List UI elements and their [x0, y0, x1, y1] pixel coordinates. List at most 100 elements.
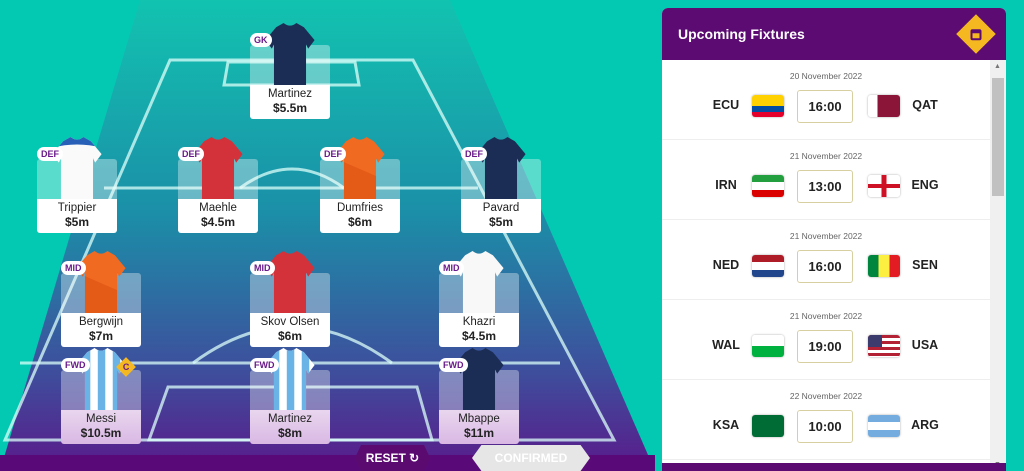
player-price: $4.5m — [200, 215, 236, 229]
scrollbar[interactable]: ▲ ▼ — [990, 60, 1006, 471]
panel-header: Upcoming Fixtures — [662, 8, 1006, 60]
scrollbar-thumb[interactable] — [992, 78, 1004, 196]
player-name: Maehle — [199, 202, 237, 214]
player-price: $6m — [277, 329, 303, 343]
jersey-icon — [335, 137, 385, 199]
away-team: SEN — [912, 258, 938, 272]
player-name: Mbappe — [458, 413, 500, 425]
kickoff-time: 10:00 — [797, 410, 853, 443]
fixture-row[interactable]: 21 November 2022 NED 16:00 SEN — [662, 220, 990, 300]
away-team: USA — [911, 338, 939, 352]
player-label: Martinez $5.5m — [250, 85, 330, 119]
player-label: Pavard $5m — [461, 199, 541, 233]
player-price: $8m — [277, 426, 303, 440]
jersey-icon — [76, 251, 126, 313]
fixture-row[interactable]: 22 November 2022 KSA 10:00 ARG — [662, 380, 990, 460]
player-name: Martinez — [267, 88, 313, 100]
player-label: Trippier $5m — [37, 199, 117, 233]
home-team: WAL — [712, 338, 740, 352]
player-price: $4.5m — [461, 329, 497, 343]
position-badge: GK — [250, 33, 272, 47]
fixture-date: 21 November 2022 — [789, 311, 863, 321]
fixture-row[interactable]: 21 November 2022 WAL 19:00 USA — [662, 300, 990, 380]
kickoff-time: 13:00 — [797, 170, 853, 203]
home-flag-icon — [752, 415, 784, 437]
position-badge: DEF — [320, 147, 346, 161]
fixture-row[interactable]: 21 November 2022 IRN 13:00 ENG — [662, 140, 990, 220]
away-flag-icon — [868, 255, 900, 277]
fixture-list: 20 November 2022 ECU 16:00 QAT 21 Novembe… — [662, 60, 990, 463]
home-flag-icon — [752, 255, 784, 277]
reset-label: RESET — [365, 451, 406, 465]
position-badge: FWD — [439, 358, 468, 372]
player-name: Dumfries — [336, 202, 383, 214]
player-name: Trippier — [57, 202, 97, 214]
player-label: Mbappe $11m — [439, 410, 519, 444]
jersey-icon — [265, 251, 315, 313]
away-team: ARG — [911, 418, 939, 432]
player-price: $6m — [347, 215, 373, 229]
confirmed-button[interactable]: CONFIRMED — [472, 445, 590, 471]
fixture-row[interactable]: 20 November 2022 ECU 16:00 QAT — [662, 60, 990, 140]
fixture-date: 20 November 2022 — [789, 71, 863, 81]
away-flag-icon — [868, 335, 900, 357]
away-team: ENG — [911, 178, 939, 192]
player-price: $10.5m — [80, 426, 122, 440]
refresh-icon: ↻ — [409, 451, 420, 465]
confirmed-label: CONFIRMED — [494, 451, 568, 465]
player-name: Skov Olsen — [260, 316, 320, 328]
player-price: $5m — [64, 215, 90, 229]
position-badge: FWD — [61, 358, 90, 372]
player-label: Skov Olsen $6m — [250, 313, 330, 347]
player-name: Messi — [85, 413, 117, 425]
kickoff-time: 16:00 — [797, 250, 853, 283]
jersey-icon — [52, 137, 102, 199]
player-price: $5m — [488, 215, 514, 229]
player-name: Khazri — [462, 316, 496, 328]
jersey-icon — [193, 137, 243, 199]
reset-button[interactable]: RESET ↻ — [355, 445, 430, 471]
position-badge: MID — [61, 261, 86, 275]
player-label: Bergwijn $7m — [61, 313, 141, 347]
position-badge: FWD — [250, 358, 279, 372]
player-label: Messi $10.5m — [61, 410, 141, 444]
position-badge: DEF — [37, 147, 63, 161]
panel-title: Upcoming Fixtures — [678, 26, 805, 42]
jersey-icon — [265, 23, 315, 85]
upcoming-fixtures-panel: Upcoming Fixtures 20 November 2022 ECU 1… — [662, 8, 1006, 471]
kickoff-time: 16:00 — [797, 90, 853, 123]
home-team: NED — [712, 258, 740, 272]
home-flag-icon — [752, 335, 784, 357]
calendar-icon[interactable] — [956, 14, 996, 54]
away-team: QAT — [912, 98, 938, 112]
player-label: Martinez $8m — [250, 410, 330, 444]
player-label: Dumfries $6m — [320, 199, 400, 233]
jersey-icon — [476, 137, 526, 199]
position-badge: MID — [250, 261, 275, 275]
home-team: IRN — [715, 178, 737, 192]
home-team: ECU — [712, 98, 740, 112]
player-label: Maehle $4.5m — [178, 199, 258, 233]
player-name: Pavard — [482, 202, 520, 214]
home-flag-icon — [752, 95, 784, 117]
player-label: Khazri $4.5m — [439, 313, 519, 347]
home-team: KSA — [712, 418, 740, 432]
away-flag-icon — [868, 175, 900, 197]
fixture-date: 21 November 2022 — [789, 231, 863, 241]
home-flag-icon — [752, 175, 784, 197]
player-price: $7m — [88, 329, 114, 343]
player-name: Bergwijn — [78, 316, 124, 328]
position-badge: DEF — [461, 147, 487, 161]
fixture-date: 22 November 2022 — [789, 391, 863, 401]
player-name: Martinez — [267, 413, 313, 425]
jersey-icon — [454, 251, 504, 313]
player-price: $11m — [463, 426, 495, 440]
away-flag-icon — [868, 95, 900, 117]
fixture-date: 21 November 2022 — [789, 151, 863, 161]
kickoff-time: 19:00 — [797, 330, 853, 363]
scroll-up-icon[interactable]: ▲ — [994, 63, 1001, 70]
player-price: $5.5m — [272, 101, 308, 115]
away-flag-icon — [868, 415, 900, 437]
position-badge: MID — [439, 261, 464, 275]
position-badge: DEF — [178, 147, 204, 161]
